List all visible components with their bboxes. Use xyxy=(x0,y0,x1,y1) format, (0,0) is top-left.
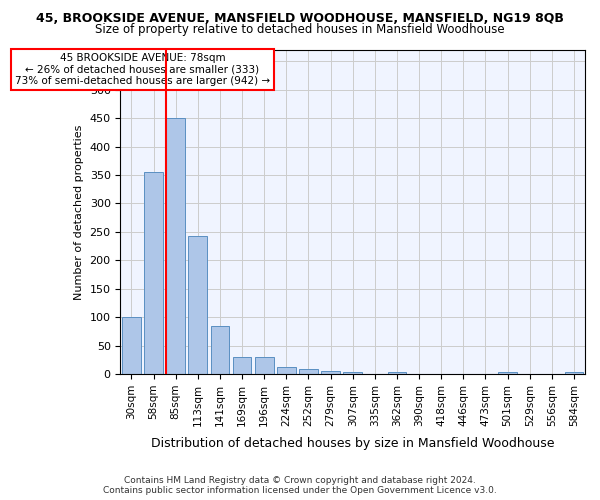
Bar xyxy=(321,371,340,374)
Bar xyxy=(565,372,583,374)
Text: Size of property relative to detached houses in Mansfield Woodhouse: Size of property relative to detached ho… xyxy=(95,22,505,36)
X-axis label: Distribution of detached houses by size in Mansfield Woodhouse: Distribution of detached houses by size … xyxy=(151,437,554,450)
Bar xyxy=(144,172,163,374)
Bar xyxy=(166,118,185,374)
Bar xyxy=(211,326,229,374)
Text: Contains HM Land Registry data © Crown copyright and database right 2024.
Contai: Contains HM Land Registry data © Crown c… xyxy=(103,476,497,495)
Y-axis label: Number of detached properties: Number of detached properties xyxy=(74,124,84,300)
Bar xyxy=(122,317,141,374)
Text: 45, BROOKSIDE AVENUE, MANSFIELD WOODHOUSE, MANSFIELD, NG19 8QB: 45, BROOKSIDE AVENUE, MANSFIELD WOODHOUS… xyxy=(36,12,564,26)
Bar xyxy=(188,236,207,374)
Bar xyxy=(498,372,517,374)
Bar xyxy=(255,357,274,374)
Bar xyxy=(388,372,406,374)
Bar xyxy=(343,372,362,374)
Text: 45 BROOKSIDE AVENUE: 78sqm
← 26% of detached houses are smaller (333)
73% of sem: 45 BROOKSIDE AVENUE: 78sqm ← 26% of deta… xyxy=(15,53,270,86)
Bar xyxy=(277,366,296,374)
Bar xyxy=(299,370,318,374)
Bar xyxy=(233,357,251,374)
